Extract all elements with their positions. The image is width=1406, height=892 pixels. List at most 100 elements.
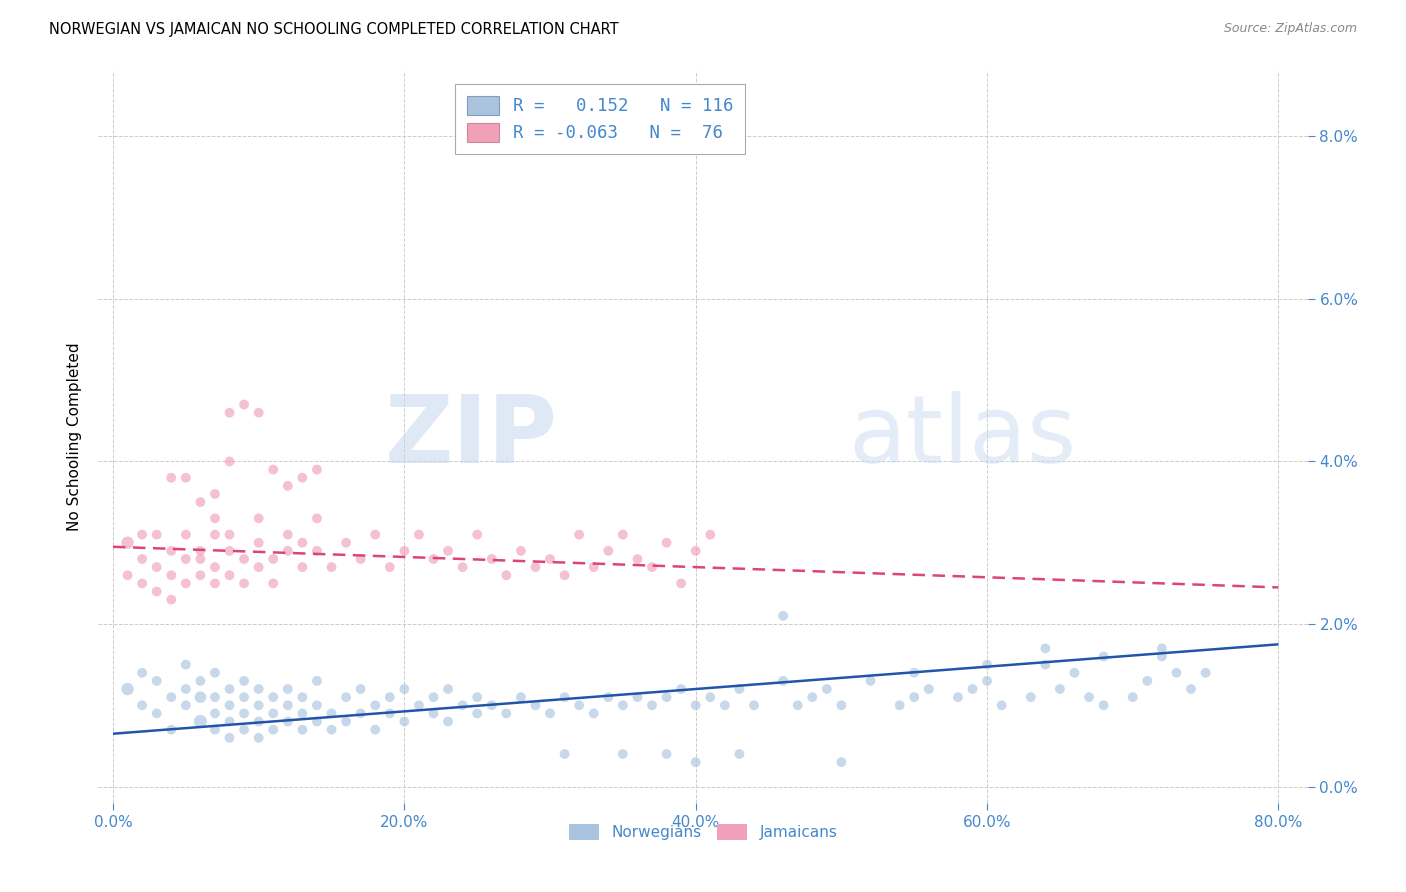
Point xyxy=(742,698,765,713)
Point xyxy=(962,681,984,696)
Point xyxy=(174,552,197,566)
Point xyxy=(524,560,547,574)
Point xyxy=(335,690,357,705)
Point xyxy=(612,527,634,541)
Point xyxy=(1033,657,1056,672)
Point xyxy=(364,723,387,737)
Point xyxy=(990,698,1012,713)
Point xyxy=(218,527,240,541)
Point xyxy=(277,681,299,696)
Point xyxy=(160,544,183,558)
Point xyxy=(247,511,270,525)
Text: Source: ZipAtlas.com: Source: ZipAtlas.com xyxy=(1223,22,1357,36)
Point xyxy=(669,576,692,591)
Point xyxy=(233,398,256,412)
Point xyxy=(305,714,328,729)
Point xyxy=(131,576,153,591)
Point xyxy=(218,568,240,582)
Point xyxy=(1019,690,1042,705)
Point xyxy=(830,755,852,769)
Point xyxy=(655,690,678,705)
Point xyxy=(204,576,226,591)
Point xyxy=(1049,681,1071,696)
Point xyxy=(538,552,561,566)
Point xyxy=(262,576,284,591)
Point xyxy=(495,568,517,582)
Point xyxy=(277,698,299,713)
Point xyxy=(291,723,314,737)
Point xyxy=(218,454,240,468)
Point xyxy=(394,681,416,696)
Point xyxy=(117,681,139,696)
Point xyxy=(786,698,808,713)
Point xyxy=(131,552,153,566)
Point xyxy=(305,673,328,688)
Point xyxy=(903,665,925,680)
Point xyxy=(830,698,852,713)
Point xyxy=(262,706,284,721)
Point xyxy=(190,690,212,705)
Point xyxy=(174,698,197,713)
Point xyxy=(321,560,343,574)
Point xyxy=(218,714,240,729)
Point xyxy=(1180,681,1202,696)
Point xyxy=(976,673,998,688)
Point xyxy=(218,406,240,420)
Point xyxy=(509,544,531,558)
Point xyxy=(117,535,139,549)
Point xyxy=(1092,649,1115,664)
Point xyxy=(509,690,531,705)
Point xyxy=(321,706,343,721)
Point xyxy=(145,673,167,688)
Point xyxy=(233,576,256,591)
Point xyxy=(247,731,270,745)
Point xyxy=(801,690,824,705)
Point xyxy=(291,471,314,485)
Point xyxy=(685,755,707,769)
Point xyxy=(262,723,284,737)
Point xyxy=(378,706,401,721)
Point xyxy=(918,681,941,696)
Point xyxy=(554,568,576,582)
Point xyxy=(1033,641,1056,656)
Point xyxy=(305,698,328,713)
Point xyxy=(247,681,270,696)
Point xyxy=(408,527,430,541)
Point xyxy=(903,690,925,705)
Point xyxy=(218,731,240,745)
Point xyxy=(437,714,460,729)
Point xyxy=(641,560,664,574)
Point xyxy=(218,698,240,713)
Point xyxy=(437,544,460,558)
Text: NORWEGIAN VS JAMAICAN NO SCHOOLING COMPLETED CORRELATION CHART: NORWEGIAN VS JAMAICAN NO SCHOOLING COMPL… xyxy=(49,22,619,37)
Point xyxy=(291,690,314,705)
Point xyxy=(174,576,197,591)
Point xyxy=(554,747,576,761)
Point xyxy=(160,723,183,737)
Point xyxy=(218,544,240,558)
Point xyxy=(174,681,197,696)
Point xyxy=(262,552,284,566)
Point xyxy=(204,665,226,680)
Point xyxy=(1078,690,1101,705)
Point xyxy=(247,560,270,574)
Point xyxy=(190,714,212,729)
Point xyxy=(465,527,488,541)
Point xyxy=(291,706,314,721)
Point xyxy=(612,698,634,713)
Point xyxy=(655,747,678,761)
Point xyxy=(335,714,357,729)
Point xyxy=(145,584,167,599)
Point xyxy=(364,527,387,541)
Text: atlas: atlas xyxy=(848,391,1077,483)
Point xyxy=(481,698,503,713)
Point xyxy=(655,535,678,549)
Point xyxy=(1194,665,1216,680)
Point xyxy=(422,706,444,721)
Point xyxy=(481,552,503,566)
Point xyxy=(204,527,226,541)
Point xyxy=(262,690,284,705)
Point xyxy=(641,698,664,713)
Point xyxy=(946,690,969,705)
Point xyxy=(422,552,444,566)
